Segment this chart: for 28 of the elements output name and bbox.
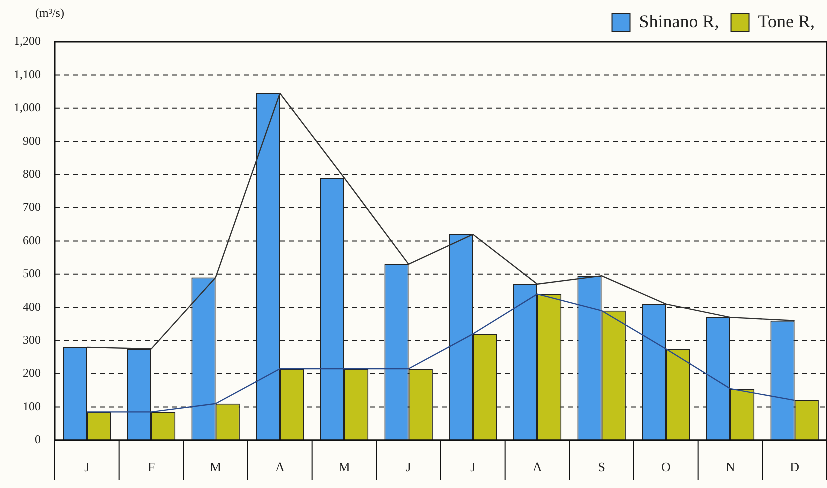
x-tick-label: A xyxy=(275,460,286,475)
x-tick-label: O xyxy=(661,460,671,475)
y-tick-label: 900 xyxy=(23,134,41,148)
x-tick-label: N xyxy=(726,460,736,475)
x-tick-label: J xyxy=(406,460,412,475)
x-tick-label: M xyxy=(210,460,222,475)
y-tick-label: 600 xyxy=(23,233,41,248)
y-tick-label: 800 xyxy=(23,166,41,181)
y-tick-label: 1,000 xyxy=(14,100,41,115)
legend-label: Shinano R, xyxy=(639,12,720,32)
y-tick-label: 100 xyxy=(23,399,41,414)
x-tick-label: J xyxy=(470,460,476,475)
x-tick-label: M xyxy=(338,460,351,475)
y-tick-label: 200 xyxy=(23,366,41,380)
y-tick-label: 700 xyxy=(23,200,41,214)
y-tick-label: 400 xyxy=(23,300,41,314)
x-tick-label: J xyxy=(84,460,90,475)
y-tick-label: 500 xyxy=(23,266,41,281)
y-tick-label: 1,200 xyxy=(14,34,41,48)
y-tick-label: 300 xyxy=(23,332,41,347)
y-tick-label: 0 xyxy=(35,432,41,447)
y-axis-title: (m³/s) xyxy=(36,6,64,20)
x-tick-label: D xyxy=(790,460,800,475)
legend-label: Tone R, xyxy=(758,12,815,32)
y-tick-label: 1,100 xyxy=(14,67,41,82)
x-tick-label: A xyxy=(532,460,543,475)
x-tick-label: S xyxy=(598,460,606,475)
x-tick-label: F xyxy=(148,460,156,475)
